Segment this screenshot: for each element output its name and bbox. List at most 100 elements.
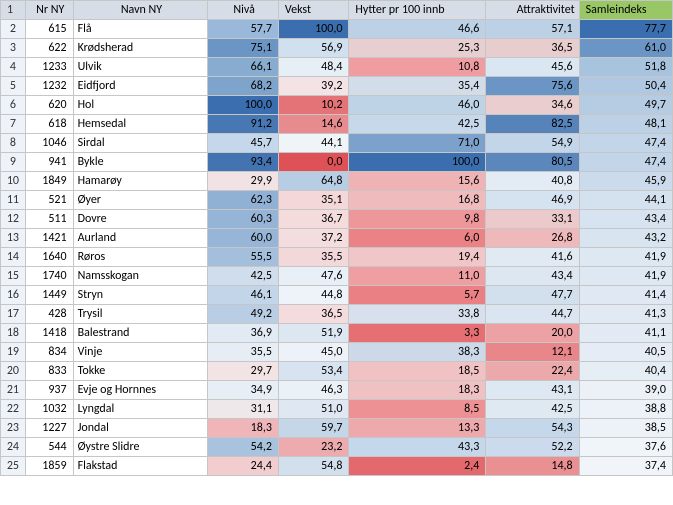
cell-nr: 511 <box>25 210 73 229</box>
cell-nr: 544 <box>25 438 73 457</box>
cell-vekst: 35,5 <box>278 248 349 267</box>
table-row: 7618Hemsedal91,214,642,582,548,1 <box>1 115 673 134</box>
cell-vekst: 10,2 <box>278 96 349 115</box>
cell-samle: 47,4 <box>579 134 672 153</box>
cell-navn: Røros <box>73 248 208 267</box>
cell-samle: 37,6 <box>579 438 672 457</box>
cell-hytter: 46,6 <box>349 20 486 39</box>
cell-navn: Tokke <box>73 362 208 381</box>
cell-attr: 44,7 <box>486 305 579 324</box>
cell-attr: 80,5 <box>486 153 579 172</box>
cell-hytter: 46,0 <box>349 96 486 115</box>
cell-navn: Stryn <box>73 286 208 305</box>
row-number: 11 <box>1 191 26 210</box>
cell-nr: 1421 <box>25 229 73 248</box>
table-row: 81046Sirdal45,744,171,054,947,4 <box>1 134 673 153</box>
col-header-attr: Attraktivitet <box>486 1 579 20</box>
cell-samle: 44,1 <box>579 191 672 210</box>
cell-attr: 26,8 <box>486 229 579 248</box>
table-row: 9941Bykle93,40,0100,080,547,4 <box>1 153 673 172</box>
cell-attr: 42,5 <box>486 400 579 419</box>
cell-navn: Dovre <box>73 210 208 229</box>
row-number: 5 <box>1 77 26 96</box>
table-row: 161449Stryn46,144,85,747,741,4 <box>1 286 673 305</box>
cell-attr: 82,5 <box>486 115 579 134</box>
cell-niva: 54,2 <box>208 438 279 457</box>
cell-samle: 61,0 <box>579 39 672 58</box>
cell-niva: 18,3 <box>208 419 279 438</box>
cell-hytter: 25,3 <box>349 39 486 58</box>
cell-vekst: 0,0 <box>278 153 349 172</box>
cell-navn: Hol <box>73 96 208 115</box>
cell-hytter: 42,5 <box>349 115 486 134</box>
row-number: 8 <box>1 134 26 153</box>
cell-hytter: 13,3 <box>349 419 486 438</box>
cell-niva: 60,0 <box>208 229 279 248</box>
cell-samle: 41,4 <box>579 286 672 305</box>
cell-niva: 55,5 <box>208 248 279 267</box>
row-number: 22 <box>1 400 26 419</box>
cell-attr: 40,8 <box>486 172 579 191</box>
cell-niva: 29,7 <box>208 362 279 381</box>
row-number: 25 <box>1 457 26 476</box>
cell-niva: 34,9 <box>208 381 279 400</box>
cell-nr: 521 <box>25 191 73 210</box>
table-row: 131421Aurland60,037,26,026,843,2 <box>1 229 673 248</box>
table-row: 6620Hol100,010,246,034,649,7 <box>1 96 673 115</box>
cell-nr: 941 <box>25 153 73 172</box>
table-row: 12511Dovre60,336,79,833,143,4 <box>1 210 673 229</box>
cell-niva: 66,1 <box>208 58 279 77</box>
cell-samle: 38,8 <box>579 400 672 419</box>
cell-navn: Eidfjord <box>73 77 208 96</box>
cell-vekst: 23,2 <box>278 438 349 457</box>
cell-nr: 622 <box>25 39 73 58</box>
cell-vekst: 37,2 <box>278 229 349 248</box>
cell-vekst: 39,2 <box>278 77 349 96</box>
cell-vekst: 44,1 <box>278 134 349 153</box>
table-row: 181418Balestrand36,951,93,320,041,1 <box>1 324 673 343</box>
table-row: 2615Flå57,7100,046,657,177,7 <box>1 20 673 39</box>
cell-samle: 50,4 <box>579 77 672 96</box>
cell-attr: 33,1 <box>486 210 579 229</box>
cell-attr: 75,6 <box>486 77 579 96</box>
cell-niva: 31,1 <box>208 400 279 419</box>
row-number: 13 <box>1 229 26 248</box>
cell-navn: Balestrand <box>73 324 208 343</box>
cell-nr: 1227 <box>25 419 73 438</box>
cell-samle: 40,5 <box>579 343 672 362</box>
cell-vekst: 47,6 <box>278 267 349 286</box>
cell-hytter: 19,4 <box>349 248 486 267</box>
table-row: 151740Namsskogan42,547,611,043,441,9 <box>1 267 673 286</box>
cell-nr: 1233 <box>25 58 73 77</box>
cell-niva: 46,1 <box>208 286 279 305</box>
table-row: 221032Lyngdal31,151,08,542,538,8 <box>1 400 673 419</box>
cell-vekst: 46,3 <box>278 381 349 400</box>
row-number: 24 <box>1 438 26 457</box>
cell-vekst: 56,9 <box>278 39 349 58</box>
cell-vekst: 53,4 <box>278 362 349 381</box>
cell-navn: Hemsedal <box>73 115 208 134</box>
cell-attr: 54,3 <box>486 419 579 438</box>
cell-nr: 1740 <box>25 267 73 286</box>
cell-nr: 1046 <box>25 134 73 153</box>
cell-samle: 41,1 <box>579 324 672 343</box>
cell-niva: 24,4 <box>208 457 279 476</box>
cell-vekst: 45,0 <box>278 343 349 362</box>
cell-hytter: 33,8 <box>349 305 486 324</box>
cell-hytter: 18,3 <box>349 381 486 400</box>
row-number: 2 <box>1 20 26 39</box>
cell-samle: 49,7 <box>579 96 672 115</box>
cell-samle: 48,1 <box>579 115 672 134</box>
cell-attr: 57,1 <box>486 20 579 39</box>
cell-nr: 1032 <box>25 400 73 419</box>
row-number: 12 <box>1 210 26 229</box>
cell-niva: 45,7 <box>208 134 279 153</box>
cell-navn: Namsskogan <box>73 267 208 286</box>
cell-navn: Bykle <box>73 153 208 172</box>
data-table: 1Nr NYNavn NYNivåVekstHytter pr 100 innb… <box>0 0 673 476</box>
row-number: 15 <box>1 267 26 286</box>
row-number: 20 <box>1 362 26 381</box>
row-number: 19 <box>1 343 26 362</box>
cell-niva: 100,0 <box>208 96 279 115</box>
cell-nr: 620 <box>25 96 73 115</box>
